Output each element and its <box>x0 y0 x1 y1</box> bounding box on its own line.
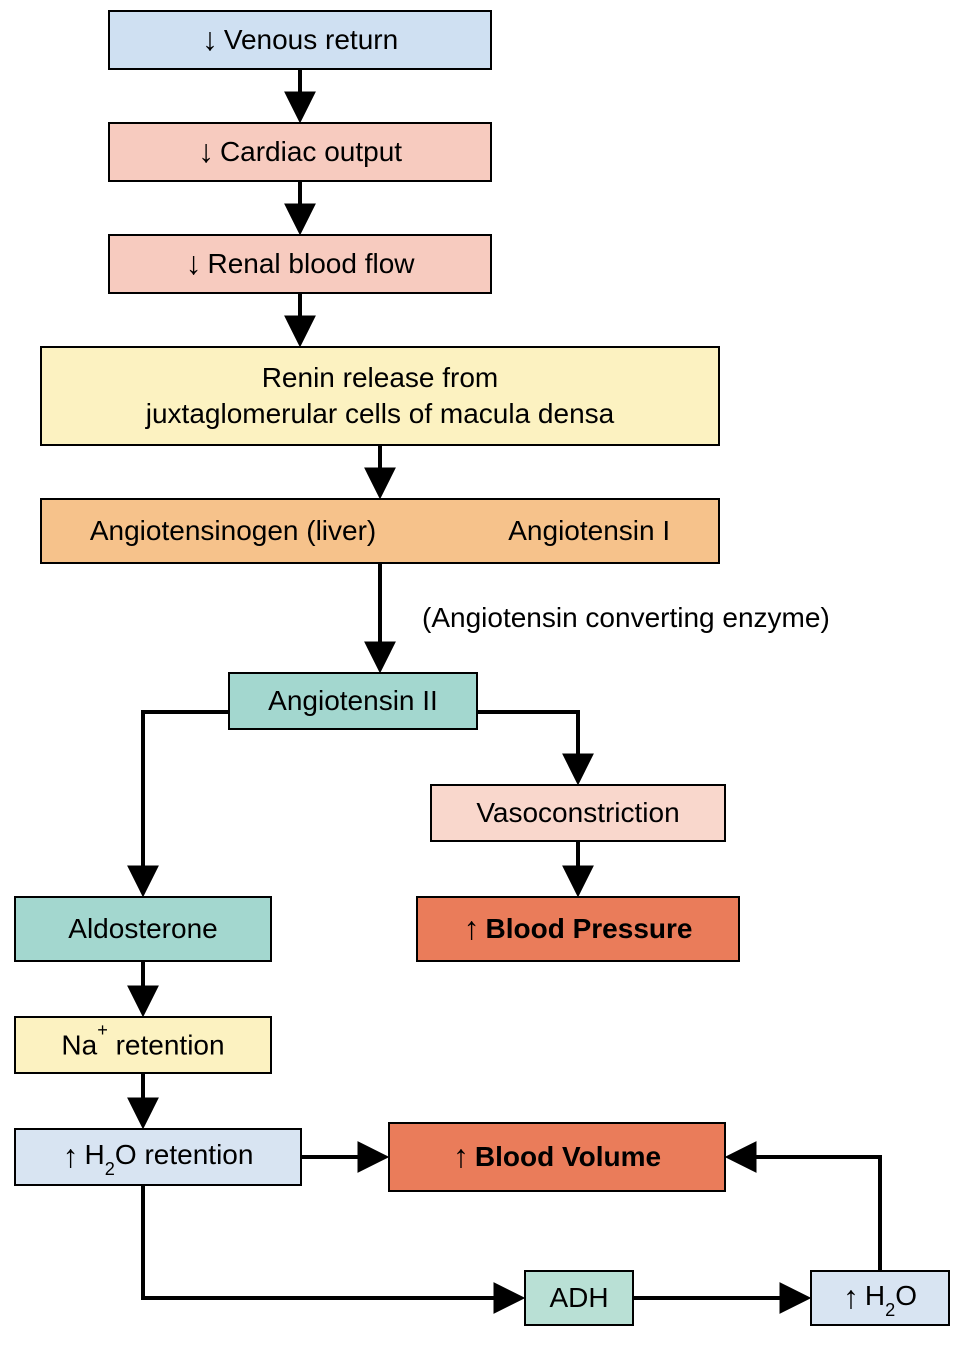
label-ace: (Angiotensin converting enzyme) <box>422 602 830 634</box>
node-cardiac-output: ↓ Cardiac output <box>108 122 492 182</box>
node-venous-return: ↓ Venous return <box>108 10 492 70</box>
down-arrow-icon: ↓ <box>198 139 214 165</box>
node-adh: ADH <box>524 1270 634 1326</box>
down-arrow-icon: ↓ <box>185 251 201 277</box>
node-label: Vasoconstriction <box>476 795 679 831</box>
node-label: Venous return <box>224 22 398 58</box>
node-h2o: ↑ H2O <box>810 1270 950 1326</box>
up-arrow-icon: ↑ <box>63 1144 79 1170</box>
node-h2o-retention: ↑ H2O retention <box>14 1128 302 1186</box>
up-arrow-icon: ↑ <box>843 1285 859 1311</box>
up-arrow-icon: ↑ <box>453 1144 469 1170</box>
node-label: H2O <box>865 1278 917 1318</box>
node-renin-release: Renin release fromjuxtaglomerular cells … <box>40 346 720 446</box>
node-label-right: Angiotensin I <box>508 513 670 549</box>
node-label: Renin release fromjuxtaglomerular cells … <box>146 360 614 433</box>
node-blood-volume: ↑ Blood Volume <box>388 1122 726 1192</box>
node-renal-blood-flow: ↓ Renal blood flow <box>108 234 492 294</box>
node-angiotensin-ii: Angiotensin II <box>228 672 478 730</box>
node-label: H2O retention <box>85 1137 254 1177</box>
node-blood-pressure: ↑ Blood Pressure <box>416 896 740 962</box>
node-label: Blood Pressure <box>486 911 693 947</box>
node-label: Angiotensin II <box>268 683 438 719</box>
node-na-retention: Na+ retention <box>14 1016 272 1074</box>
node-aldosterone: Aldosterone <box>14 896 272 962</box>
node-angiotensinogen: Angiotensinogen (liver) Angiotensin I <box>40 498 720 564</box>
node-label: Renal blood flow <box>207 246 414 282</box>
node-label: Aldosterone <box>68 911 217 947</box>
down-arrow-icon: ↓ <box>202 27 218 53</box>
node-label: ADH <box>549 1280 608 1316</box>
up-arrow-icon: ↑ <box>464 916 480 942</box>
node-label: Na+ retention <box>61 1027 224 1064</box>
node-label-left: Angiotensinogen (liver) <box>90 513 376 549</box>
node-label: Cardiac output <box>220 134 402 170</box>
node-label: Blood Volume <box>475 1139 661 1175</box>
node-vasoconstriction: Vasoconstriction <box>430 784 726 842</box>
